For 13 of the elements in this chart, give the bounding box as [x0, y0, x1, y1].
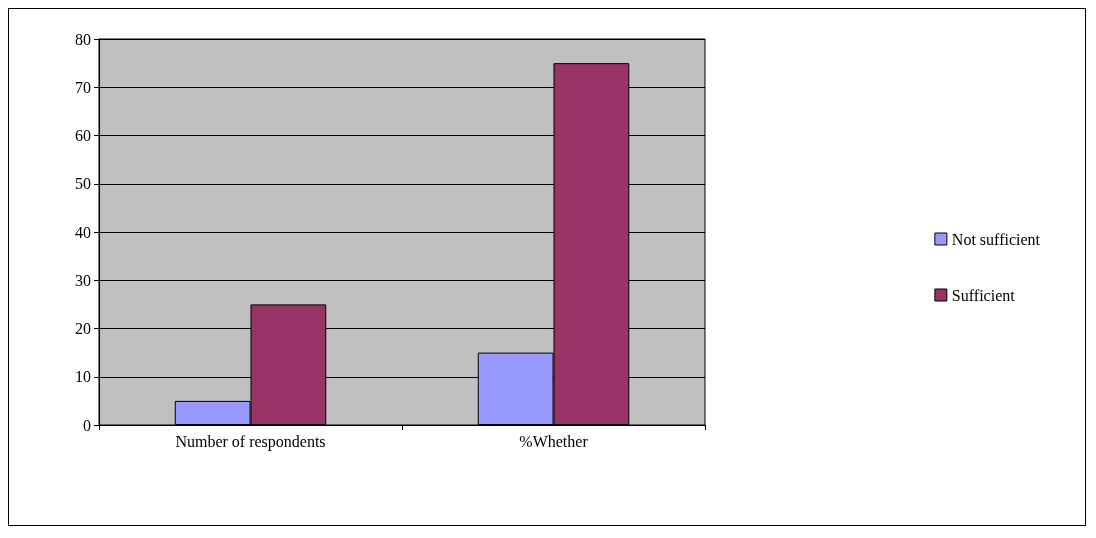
legend-label: Not sufficient — [951, 230, 1041, 248]
x-tick-label: Number of respondents — [175, 432, 326, 451]
y-tick-label: 0 — [83, 416, 91, 434]
y-tick-label: 10 — [75, 368, 91, 386]
x-tick-label: %Whether — [519, 432, 589, 450]
y-tick-label: 60 — [75, 127, 91, 144]
y-tick-label: 50 — [75, 175, 91, 193]
y-tick-label: 30 — [75, 271, 91, 289]
y-tick-label: 80 — [75, 30, 91, 48]
legend-label: Sufficient — [951, 286, 1016, 304]
y-tick-label: 20 — [75, 320, 91, 337]
y-tick-label: 70 — [75, 78, 91, 96]
y-tick-label: 40 — [75, 223, 91, 241]
